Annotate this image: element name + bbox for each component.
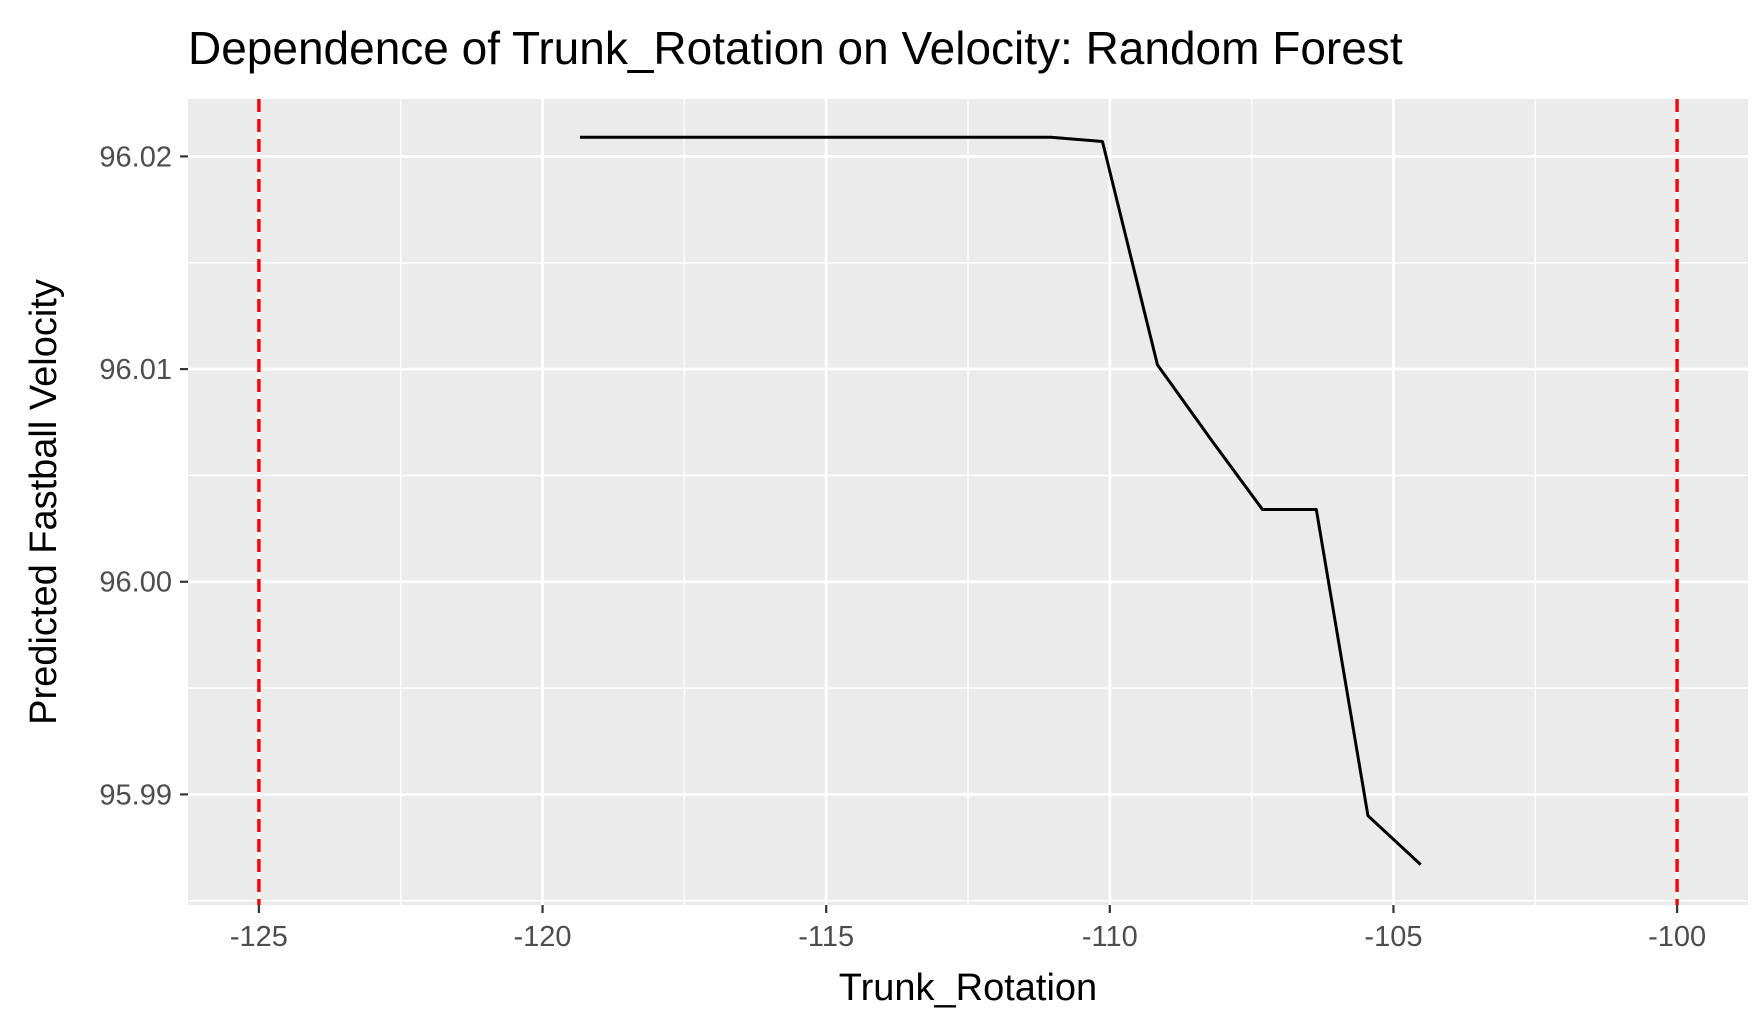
x-tick-label: -110 — [1082, 921, 1138, 953]
y-tick-label: 96.00 — [99, 567, 172, 599]
chart-title: Dependence of Trunk_Rotation on Velocity… — [188, 22, 1403, 74]
x-tick-label: -120 — [514, 921, 572, 953]
x-tick-label: -125 — [230, 921, 288, 953]
y-axis: 95.99 96.00 96.01 96.02 — [99, 141, 188, 811]
x-axis: -125 -120 -115 -110 -105 -100 — [230, 905, 1706, 953]
y-tick-label: 96.01 — [99, 354, 172, 386]
y-axis-title: Predicted Fastball Velocity — [23, 279, 65, 725]
x-axis-title: Trunk_Rotation — [839, 967, 1097, 1009]
x-tick-label: -100 — [1648, 921, 1706, 953]
reference-lines — [257, 99, 1679, 905]
y-tick-label: 96.02 — [99, 141, 172, 173]
series-lines — [579, 135, 1422, 866]
grid-minor — [188, 99, 1748, 905]
series-line — [579, 135, 1422, 866]
y-tick-label: 95.99 — [99, 779, 172, 811]
x-tick-label: -105 — [1364, 921, 1422, 953]
x-tick-label: -115 — [798, 921, 854, 953]
